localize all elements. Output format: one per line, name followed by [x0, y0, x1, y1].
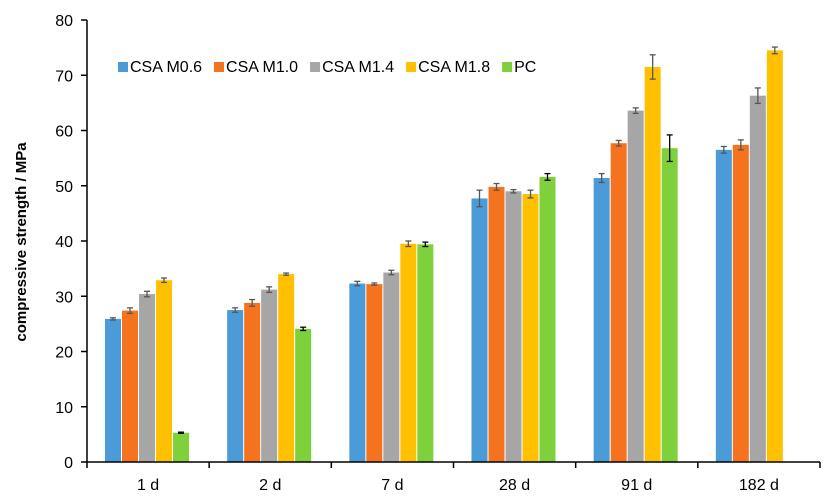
bar-csa-m1-4-1d: [139, 294, 155, 462]
error-bar-csa-m0-6-182d: [720, 145, 727, 154]
bar-csa-m0-6-2d: [227, 310, 244, 462]
x-category-label: 2 d: [259, 477, 281, 494]
y-tick-label: 0: [64, 455, 73, 472]
error-bar-csa-m1-0-2d: [249, 298, 256, 307]
bar-csa-m1-4-182d: [749, 95, 766, 462]
error-bar-pc-7d: [422, 241, 429, 248]
bar-csa-m0-6-1d: [105, 318, 121, 462]
error-bar-csa-m1-4-28d: [510, 188, 517, 194]
bar-csa-m1-4-28d: [505, 191, 522, 462]
error-bar-pc-28d: [544, 172, 551, 181]
error-bar-csa-m1-8-182d: [771, 46, 778, 55]
bar-csa-m0-6-91d: [593, 178, 610, 462]
legend-item-csa-m0-6: CSA M0.6: [118, 59, 202, 76]
error-bar-csa-m0-6-1d: [110, 317, 116, 321]
error-bar-csa-m1-4-182d: [754, 87, 761, 105]
error-bar-pc-91d: [666, 134, 673, 163]
bar-csa-m1-0-1d: [122, 310, 138, 462]
bar-csa-m1-4-2d: [261, 289, 278, 462]
bar-csa-m1-0-2d: [244, 302, 261, 462]
y-axis-label: compressive strength / MPa: [13, 142, 30, 342]
legend-label: PC: [514, 59, 536, 76]
error-bar-csa-m1-0-182d: [737, 139, 744, 151]
y-tick-label: 20: [55, 345, 73, 362]
legend-item-pc: PC: [502, 59, 536, 76]
bar-csa-m1-8-7d: [400, 243, 417, 462]
x-category-label: 1 d: [137, 477, 159, 494]
error-bar-csa-m1-8-2d: [283, 272, 290, 276]
legend-swatch: [406, 62, 417, 72]
y-tick-label: 30: [55, 289, 73, 306]
error-bar-csa-m1-0-28d: [493, 182, 500, 191]
bar-csa-m1-8-28d: [522, 194, 539, 462]
bar-csa-m1-8-91d: [644, 66, 661, 463]
error-bar-csa-m0-6-91d: [598, 172, 605, 184]
bar-csa-m1-8-182d: [766, 50, 783, 462]
error-bar-csa-m1-8-91d: [649, 54, 656, 80]
error-bar-csa-m1-8-28d: [527, 189, 534, 199]
bar-pc-91d: [661, 148, 678, 462]
x-category-label: 91 d: [621, 477, 652, 494]
error-bar-csa-m1-0-7d: [371, 282, 378, 286]
bar-csa-m1-0-28d: [488, 186, 505, 463]
error-bar-csa-m1-4-7d: [388, 269, 395, 276]
bar-csa-m1-8-1d: [156, 280, 172, 462]
legend-swatch: [118, 62, 128, 72]
bar-csa-m0-6-28d: [471, 198, 488, 462]
bar-pc-7d: [417, 244, 434, 462]
error-bar-csa-m1-4-91d: [632, 107, 639, 115]
error-bar-csa-m1-8-1d: [161, 277, 167, 284]
y-tick-label: 70: [55, 68, 73, 85]
y-tick-label: 10: [55, 400, 73, 417]
error-bar-csa-m0-6-7d: [354, 280, 361, 287]
bar-pc-28d: [539, 176, 556, 462]
bar-csa-m1-0-182d: [732, 144, 749, 463]
legend-item-csa-m1-8: CSA M1.8: [406, 59, 490, 76]
y-tick-label: 50: [55, 179, 73, 196]
bar-csa-m1-8-2d: [278, 274, 295, 462]
bar-csa-m1-4-7d: [383, 272, 400, 462]
error-bar-csa-m1-0-1d: [127, 307, 133, 315]
legend-swatch: [214, 62, 225, 72]
legend-label: CSA M1.8: [418, 59, 490, 76]
error-bar-csa-m1-8-7d: [405, 240, 412, 248]
legend-label: CSA M1.0: [226, 59, 298, 76]
x-category-label: 28 d: [499, 477, 530, 494]
error-bar-pc-1d: [178, 431, 184, 434]
bar-pc-1d: [173, 432, 189, 462]
legend-item-csa-m1-4: CSA M1.4: [310, 59, 394, 76]
error-bar-csa-m1-4-2d: [266, 286, 273, 294]
bar-csa-m1-0-7d: [366, 284, 383, 462]
error-bar-pc-2d: [300, 326, 307, 332]
bar-csa-m1-0-91d: [610, 143, 627, 462]
bar-csa-m0-6-182d: [715, 149, 732, 462]
y-tick-label: 80: [55, 13, 73, 30]
legend-item-csa-m1-0: CSA M1.0: [214, 59, 298, 76]
legend-label: CSA M0.6: [130, 59, 202, 76]
legend-swatch: [310, 62, 321, 72]
y-tick-label: 40: [55, 234, 73, 251]
legend-label: CSA M1.4: [322, 59, 394, 76]
error-bar-csa-m1-0-91d: [615, 139, 622, 147]
bar-csa-m0-6-7d: [349, 283, 366, 462]
x-category-label: 7 d: [381, 477, 403, 494]
legend-swatch: [502, 62, 513, 72]
bar-csa-m1-4-91d: [627, 110, 644, 463]
y-tick-label: 60: [55, 124, 73, 141]
error-bar-csa-m1-4-1d: [144, 290, 150, 298]
error-bar-csa-m0-6-28d: [476, 189, 483, 208]
bar-pc-2d: [295, 328, 312, 462]
error-bar-csa-m0-6-2d: [232, 307, 239, 313]
x-category-label: 182 d: [739, 477, 779, 494]
